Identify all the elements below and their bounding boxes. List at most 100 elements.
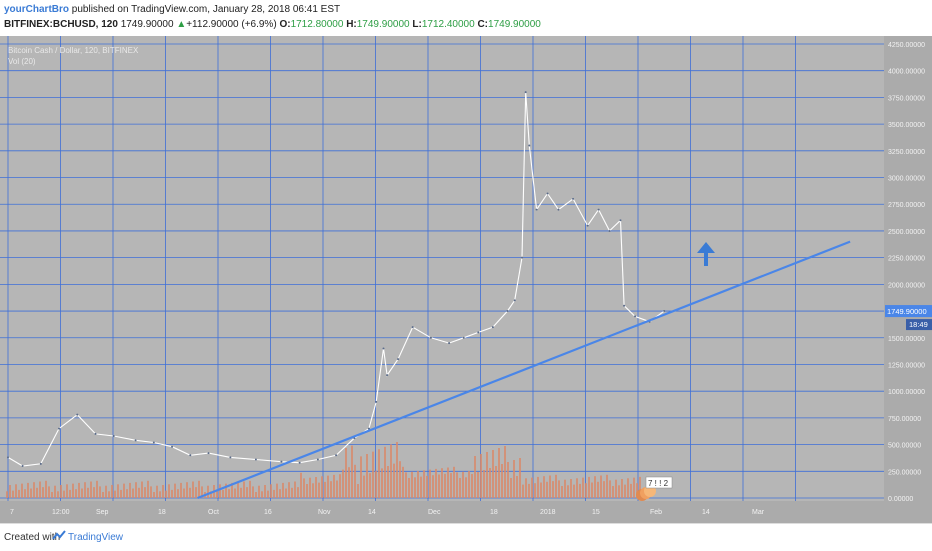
volume-bar [411, 471, 413, 498]
volume-bar [525, 478, 527, 498]
volume-bar [567, 485, 569, 498]
volume-bar [315, 477, 317, 498]
change-value: +112.90000 (+6.9%) [186, 19, 277, 30]
x-tick-label: Feb [650, 509, 662, 516]
price-point [586, 224, 589, 227]
volume-bar [585, 483, 587, 498]
volume-bar [588, 476, 590, 498]
volume-bar [198, 480, 200, 498]
y-tick-label: 3750.00000 [888, 95, 925, 102]
volume-bar [444, 473, 446, 498]
volume-bar [306, 484, 308, 498]
volume-bar [78, 482, 80, 498]
volume-bar [210, 491, 212, 498]
up-arrow-icon: ▲ [176, 19, 187, 30]
volume-bar [372, 451, 374, 498]
x-tick-label: 7 [10, 509, 14, 516]
price-point [58, 427, 61, 430]
volume-bar [462, 471, 464, 498]
volume-bar [240, 487, 242, 498]
price-point [597, 208, 600, 211]
volume-bar [33, 482, 35, 498]
volume-bar [432, 475, 434, 498]
open-value: 1712.80000 [290, 19, 344, 30]
volume-bar [327, 475, 329, 498]
volume-bar [135, 482, 137, 498]
price-point [367, 427, 370, 430]
volume-bar [63, 490, 65, 498]
volume-bar [273, 489, 275, 498]
volume-bar [270, 484, 272, 498]
volume-bar [390, 444, 392, 498]
volume-bar [342, 469, 344, 498]
volume-bar [453, 466, 455, 498]
volume-bar [9, 485, 11, 498]
event-flags-icon [636, 476, 673, 501]
volume-bar [81, 488, 83, 498]
volume-bar [279, 489, 281, 498]
price-point [448, 342, 451, 345]
volume-bar [177, 489, 179, 498]
low-label: L: [412, 19, 422, 30]
price-point [134, 439, 137, 442]
volume-bar [258, 485, 260, 498]
volume-bar [636, 483, 638, 498]
author-link[interactable]: yourChartBro [4, 4, 70, 15]
price-point [112, 435, 115, 438]
volume-bar [546, 481, 548, 498]
tradingview-brand[interactable]: TradingView [68, 532, 124, 543]
symbol-label: BITFINEX:BCHUSD, 120 [4, 19, 118, 30]
volume-bar [117, 484, 119, 498]
volume-bar [282, 482, 284, 498]
volume-bar [495, 466, 497, 498]
last-price-tag [885, 305, 932, 318]
price-point [298, 461, 301, 464]
volume-bar [192, 481, 194, 498]
volume-bar [225, 483, 227, 498]
price-point [429, 336, 432, 339]
volume-bar [468, 471, 470, 498]
x-tick-label: 18 [490, 509, 498, 516]
volume-bar [534, 483, 536, 498]
volume-bar [465, 477, 467, 498]
volume-bar [582, 477, 584, 498]
open-label: O: [279, 19, 291, 30]
volume-bar [36, 487, 38, 498]
publish-line: yourChartBro published on TradingView.co… [4, 4, 340, 15]
y-tick-label: 3250.00000 [888, 149, 925, 156]
volume-bar [324, 481, 326, 498]
volume-bar [639, 476, 641, 498]
volume-bar [102, 492, 104, 498]
y-tick-label: 500.00000 [888, 443, 921, 450]
volume-bar [231, 482, 233, 498]
volume-bar [264, 485, 266, 498]
volume-bar [330, 481, 332, 498]
price-point [397, 358, 400, 361]
volume-bar [399, 461, 401, 498]
volume-bar [150, 486, 152, 498]
volume-bar [357, 484, 359, 498]
x-tick-label: 2018 [540, 509, 556, 516]
volume-bar [552, 481, 554, 498]
volume-bar [120, 489, 122, 498]
volume-bar [261, 491, 263, 498]
volume-bar [378, 449, 380, 498]
price-point [316, 458, 319, 461]
volume-bar [123, 483, 125, 498]
volume-bar [366, 454, 368, 498]
price-point [152, 441, 155, 444]
volume-bar [420, 476, 422, 498]
volume-bar [537, 476, 539, 498]
x-tick-label: 14 [368, 509, 376, 516]
price-chart[interactable]: 4250.00000 4000.00000 3750.00000 3500.00000… [0, 36, 932, 523]
price-point [619, 219, 622, 222]
price-point [528, 144, 531, 147]
y-tick-label: 2000.00000 [888, 282, 925, 289]
tradingview-logo-icon [52, 530, 66, 540]
volume-bar [615, 479, 617, 498]
volume-bar [45, 480, 47, 498]
volume-bar [183, 488, 185, 498]
volume-bar [516, 476, 518, 498]
volume-bar [381, 468, 383, 498]
volume-bar [57, 491, 59, 498]
